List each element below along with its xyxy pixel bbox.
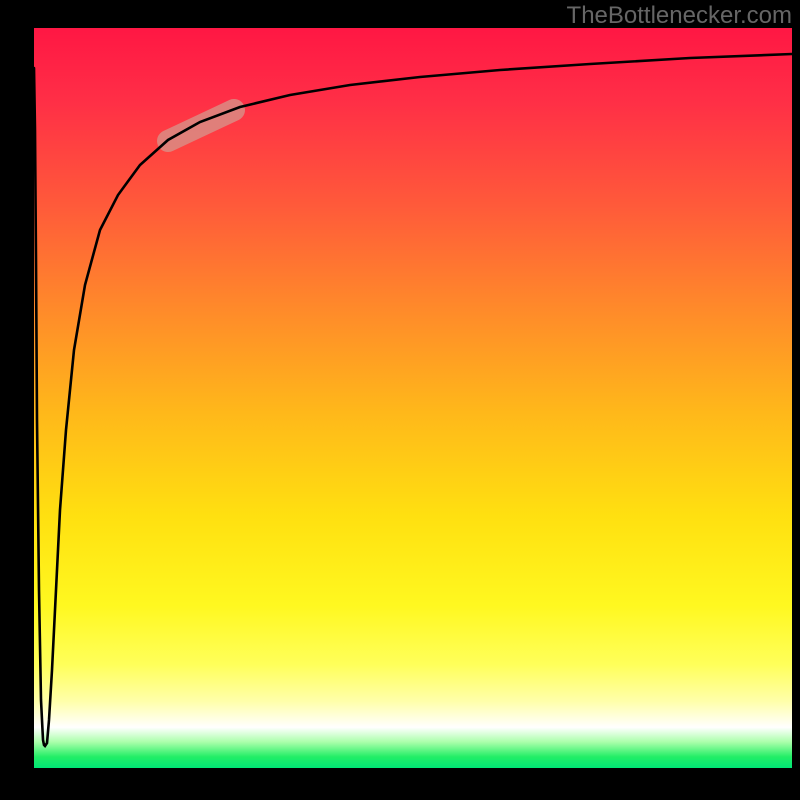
- watermark-text: TheBottlenecker.com: [567, 2, 792, 30]
- chart-background-gradient: [34, 28, 792, 768]
- chart-svg: [34, 28, 792, 768]
- chart-plot-area: [34, 28, 792, 768]
